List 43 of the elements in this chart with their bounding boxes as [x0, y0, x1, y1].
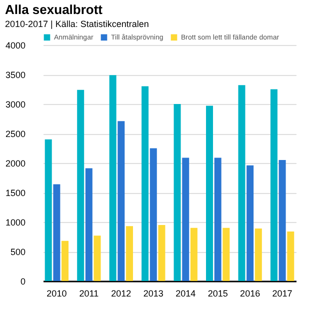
- bar: [109, 75, 116, 281]
- bar: [206, 106, 214, 281]
- bar: [158, 224, 166, 281]
- bar: [150, 148, 157, 281]
- bar: [94, 236, 101, 281]
- y-tick-label: 4000: [5, 40, 26, 50]
- x-tick-label: 2012: [111, 288, 132, 298]
- bar: [174, 104, 181, 281]
- bar: [62, 240, 69, 281]
- bar: [44, 139, 52, 281]
- bar: [214, 158, 222, 281]
- chart-subtitle: 2010-2017 | Källa: Statistikcentralen: [4, 19, 149, 29]
- x-tick-label: 2015: [208, 288, 228, 298]
- x-tick-label: 2016: [240, 288, 260, 298]
- bar: [278, 160, 286, 281]
- bar: [77, 90, 84, 281]
- bar: [287, 231, 294, 281]
- x-tick-label: 2017: [272, 288, 292, 298]
- y-tick-label: 3000: [5, 100, 26, 110]
- y-tick-label: 2500: [5, 129, 26, 139]
- chart-title: Alla sexualbrott: [4, 2, 104, 17]
- bar: [85, 168, 92, 281]
- bar: [222, 228, 230, 281]
- bar: [53, 184, 60, 281]
- x-tick-label: 2010: [46, 288, 67, 298]
- y-tick-label: 1500: [5, 188, 26, 198]
- y-tick-label: 2000: [5, 158, 26, 168]
- bar: [142, 86, 149, 281]
- bar: [190, 228, 198, 281]
- y-tick-label: 3500: [5, 70, 26, 80]
- x-tick-label: 2013: [143, 288, 164, 298]
- bar: [182, 158, 190, 281]
- y-tick-label: 500: [10, 247, 26, 257]
- y-tick-label: 0: [20, 276, 26, 286]
- bar: [118, 121, 125, 281]
- bar: [126, 226, 133, 281]
- bar: [246, 165, 254, 281]
- y-tick-label: 1000: [5, 218, 26, 228]
- x-tick-label: 2014: [176, 288, 196, 298]
- bar: [238, 85, 246, 281]
- bar: [254, 228, 262, 281]
- x-tick-label: 2011: [79, 288, 99, 298]
- bar: [270, 89, 278, 281]
